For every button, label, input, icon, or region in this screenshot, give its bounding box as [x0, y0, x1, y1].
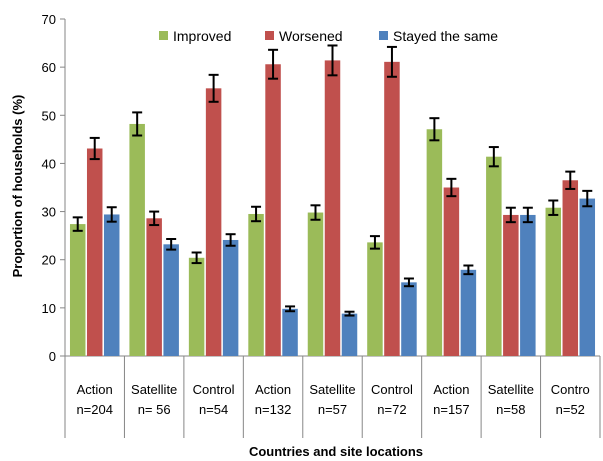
y-tick-label: 10 [42, 301, 56, 316]
bar-worsened [146, 218, 162, 356]
bar-improved [545, 207, 562, 356]
x-category-sample-size: n=52 [556, 402, 585, 417]
bar-improved [426, 129, 443, 356]
x-category-label: Satellite [131, 382, 177, 397]
x-category-label: Action [77, 382, 113, 397]
bar-improved [129, 123, 145, 356]
bar-stayed-the-same [579, 198, 596, 356]
legend-label: Worsened [279, 28, 343, 44]
bar-improved [307, 212, 324, 356]
legend-label: Stayed the same [393, 28, 498, 44]
y-axis: 0 10 20 30 40 50 60 70 [42, 12, 66, 364]
x-category-label: Satellite [488, 382, 534, 397]
y-tick-label: 50 [42, 108, 56, 123]
bar-stayed-the-same [460, 269, 477, 356]
legend-swatch [379, 31, 388, 40]
x-category-sample-size: n=57 [318, 402, 347, 417]
y-tick-label: 30 [42, 205, 56, 220]
bars-layer [69, 44, 596, 357]
bar-improved [69, 224, 86, 356]
bar-worsened [205, 88, 222, 356]
x-axis-title: Countries and site locations [249, 444, 423, 459]
y-tick-label: 60 [42, 60, 56, 75]
x-category-label: Contro [551, 382, 590, 397]
bar-stayed-the-same [282, 308, 298, 356]
bar-stayed-the-same [222, 239, 239, 356]
legend: Improved Worsened Stayed the same [159, 28, 498, 44]
bar-stayed-the-same [401, 282, 417, 356]
x-axis: Action n=204 Satellite n= 56 Control n=54 Acti… [64, 355, 601, 438]
bar-worsened [86, 148, 103, 356]
bar-worsened [265, 64, 281, 357]
y-tick-label: 20 [42, 253, 56, 268]
x-category-label: Action [255, 382, 291, 397]
y-axis-title: Proportion of households (%) [10, 95, 25, 278]
y-tick-label: 70 [42, 12, 56, 27]
bar-worsened [503, 214, 519, 356]
bar-improved [367, 242, 383, 356]
y-tick-label: 0 [49, 349, 56, 364]
bar-stayed-the-same [341, 313, 358, 356]
x-category-label: Control [193, 382, 235, 397]
legend-label: Improved [173, 28, 231, 44]
legend-swatch [159, 31, 168, 40]
x-category-sample-size: n=132 [255, 402, 292, 417]
bar-stayed-the-same [103, 214, 120, 356]
x-category-sample-size: n=72 [377, 402, 406, 417]
x-category-sample-size: n=54 [199, 402, 228, 417]
bar-worsened [443, 187, 460, 356]
bar-improved [486, 156, 502, 356]
bar-stayed-the-same [520, 214, 536, 356]
x-category-label: Satellite [309, 382, 355, 397]
legend-swatch [265, 31, 274, 40]
x-category-sample-size: n= 56 [138, 402, 171, 417]
bar-worsened [384, 61, 400, 357]
y-tick-label: 40 [42, 156, 56, 171]
x-category-sample-size: n=204 [76, 402, 113, 417]
x-category-sample-size: n=157 [433, 402, 470, 417]
bar-improved [188, 257, 205, 356]
bar-stayed-the-same [163, 244, 179, 356]
x-category-label: Control [371, 382, 413, 397]
bar-worsened [562, 180, 579, 356]
x-category-label: Action [433, 382, 469, 397]
bar-improved [248, 213, 264, 356]
bar-worsened [324, 60, 341, 356]
x-category-sample-size: n=58 [496, 402, 525, 417]
